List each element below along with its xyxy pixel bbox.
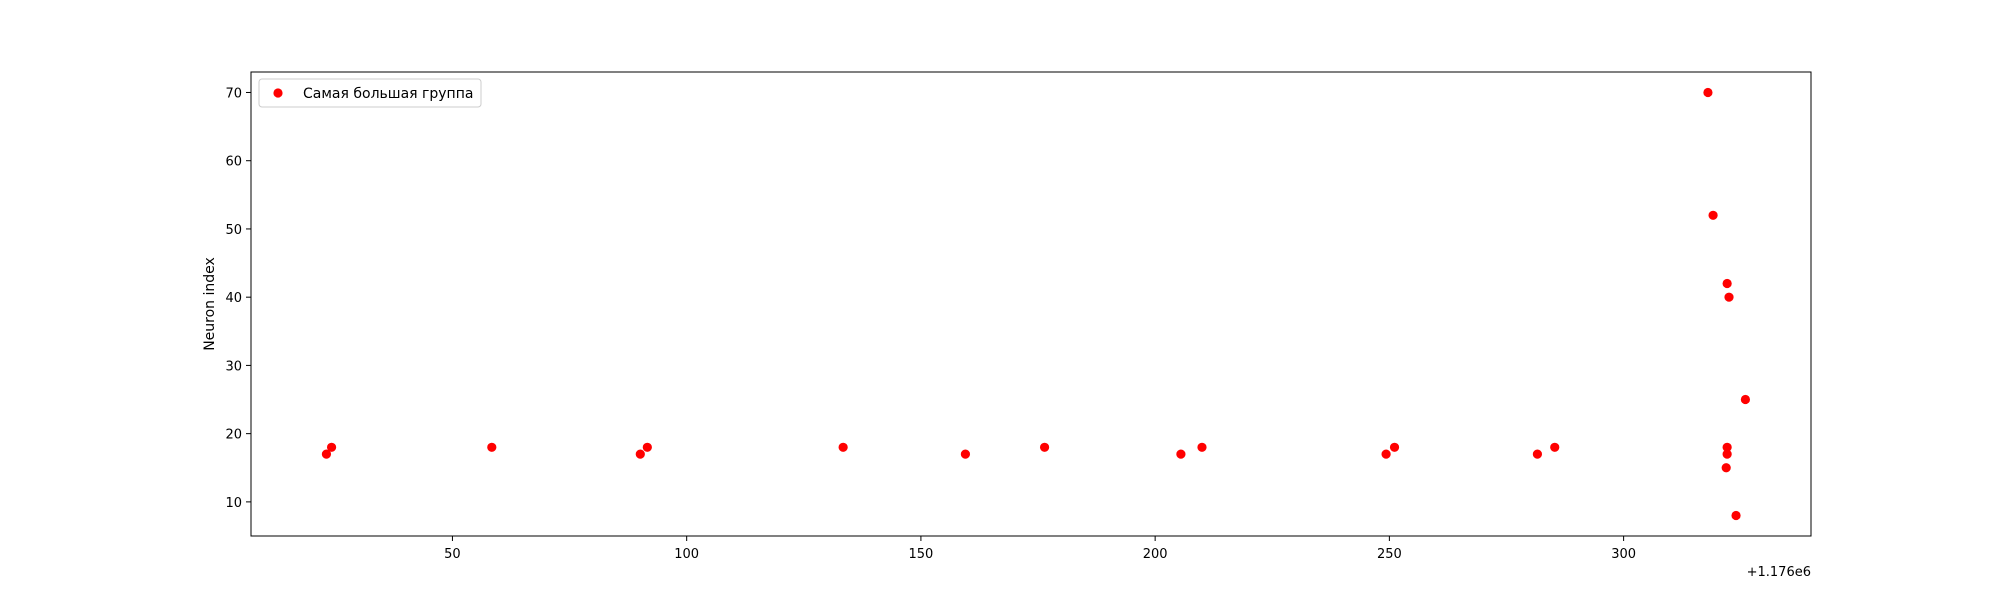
y-axis-label: Neuron index bbox=[202, 257, 218, 351]
data-point bbox=[1176, 449, 1186, 459]
data-points bbox=[321, 87, 1751, 521]
data-point bbox=[1722, 449, 1732, 459]
y-tick-label: 60 bbox=[225, 155, 242, 170]
x-tick-label: 100 bbox=[674, 547, 699, 562]
data-point bbox=[1389, 442, 1400, 452]
data-point bbox=[1532, 449, 1543, 459]
x-tick-label: 200 bbox=[1143, 547, 1168, 562]
data-point bbox=[1721, 463, 1731, 473]
data-point bbox=[1703, 87, 1713, 98]
data-point bbox=[642, 442, 652, 452]
data-point bbox=[326, 442, 337, 452]
data-point bbox=[1039, 442, 1050, 452]
legend-label: Самая большая группа bbox=[303, 86, 473, 102]
x-tick-label: 150 bbox=[908, 547, 933, 562]
data-point bbox=[1550, 442, 1560, 452]
y-tick-label: 40 bbox=[225, 291, 242, 306]
data-point bbox=[1197, 442, 1207, 452]
y-tick-label: 20 bbox=[225, 428, 242, 443]
x-axis-offset-label: +1.176e6 bbox=[1747, 565, 1811, 580]
data-point bbox=[1708, 210, 1718, 220]
y-tick-label: 30 bbox=[225, 359, 242, 374]
plot-area-frame bbox=[250, 71, 1812, 537]
data-point bbox=[960, 449, 971, 459]
data-point bbox=[635, 449, 645, 459]
data-point bbox=[1722, 278, 1732, 289]
data-point bbox=[487, 442, 497, 452]
y-tick-label: 70 bbox=[225, 86, 242, 101]
legend: Самая большая группа bbox=[258, 78, 482, 108]
y-tick-label: 50 bbox=[225, 223, 242, 238]
legend-box bbox=[258, 78, 482, 108]
legend-marker bbox=[273, 88, 283, 98]
y-tick-label: 10 bbox=[225, 496, 242, 511]
data-point bbox=[838, 442, 848, 452]
x-tick-label: 300 bbox=[1611, 547, 1636, 562]
data-point bbox=[1740, 394, 1751, 405]
x-axis-ticks: 50 100 150 200 250 300 bbox=[444, 536, 1636, 562]
data-point bbox=[321, 449, 332, 459]
data-point bbox=[1731, 510, 1741, 521]
x-tick-label: 250 bbox=[1377, 547, 1402, 562]
x-tick-label: 50 bbox=[444, 547, 461, 562]
data-point bbox=[1722, 442, 1732, 452]
data-point bbox=[1381, 449, 1391, 459]
data-point bbox=[1724, 292, 1734, 302]
y-axis-ticks: 10 20 30 40 50 60 70 bbox=[225, 86, 251, 511]
